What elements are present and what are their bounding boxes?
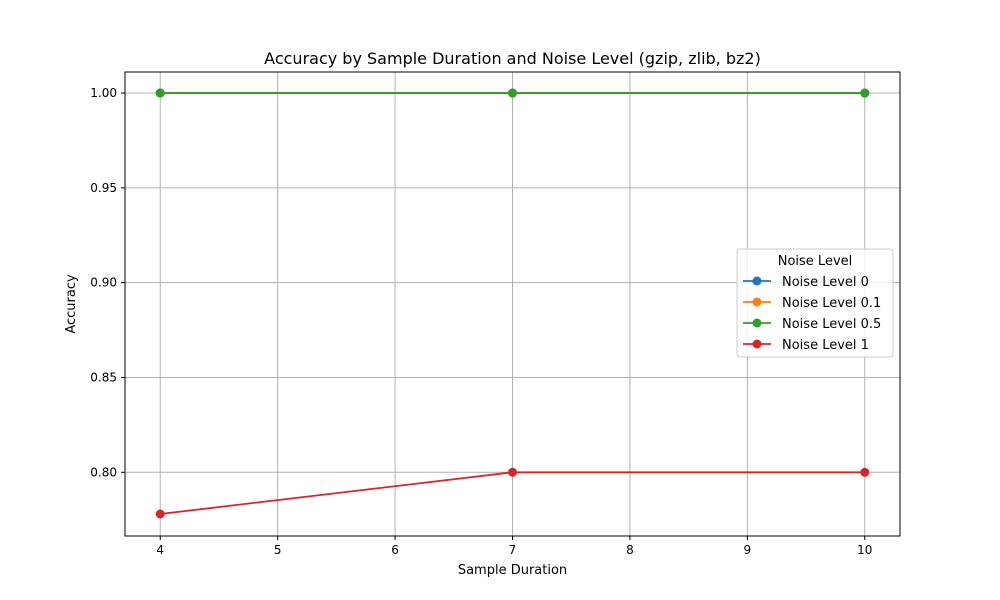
series-4 — [155, 467, 870, 519]
data-point — [155, 88, 165, 98]
data-point — [508, 88, 517, 98]
legend-label: Noise Level 0.5 — [782, 317, 881, 332]
legend-swatch-marker — [752, 276, 762, 286]
data-point — [860, 467, 870, 477]
y-axis-title: Accuracy — [64, 274, 79, 334]
legend-item: Noise Level 0 — [743, 275, 869, 290]
y-tick-label: 1.00 — [90, 86, 117, 100]
y-tick-label: 0.80 — [90, 465, 117, 479]
y-tick-label: 0.95 — [90, 181, 117, 195]
series-3 — [155, 88, 870, 98]
chart-title: Accuracy by Sample Duration and Noise Le… — [264, 49, 761, 68]
data-point — [508, 467, 517, 477]
x-tick-label: 5 — [274, 543, 282, 557]
x-tick-label: 8 — [626, 543, 634, 557]
legend-title: Noise Level — [778, 254, 853, 269]
legend-swatch-marker — [752, 318, 762, 328]
legend-item: Noise Level 1 — [743, 338, 869, 353]
legend-item: Noise Level 0.1 — [743, 296, 881, 311]
legend: Noise Level Noise Level 0 Noise Level 0.1… — [736, 248, 894, 358]
x-tick-label: 7 — [509, 543, 517, 557]
x-tick-label: 10 — [857, 543, 872, 557]
legend-label: Noise Level 1 — [782, 338, 869, 353]
data-point — [155, 509, 165, 519]
data-point — [860, 88, 870, 98]
legend-label: Noise Level 0 — [782, 275, 869, 290]
x-tick-label: 4 — [156, 543, 164, 557]
legend-swatch-marker — [752, 339, 762, 349]
x-tick-label: 9 — [744, 543, 752, 557]
axis-ticks: 4 5 6 7 8 9 10 0.80 0.85 0.90 0.95 1.00 — [90, 86, 872, 557]
legend-label: Noise Level 0.1 — [782, 296, 881, 311]
y-tick-label: 0.90 — [90, 276, 117, 290]
legend-item: Noise Level 0.5 — [743, 317, 881, 332]
x-tick-label: 6 — [391, 543, 399, 557]
legend-box — [736, 248, 894, 358]
x-axis-title: Sample Duration — [458, 563, 567, 578]
legend-swatch-marker — [752, 297, 762, 307]
series-lines — [155, 88, 870, 519]
y-tick-label: 0.85 — [90, 370, 117, 384]
